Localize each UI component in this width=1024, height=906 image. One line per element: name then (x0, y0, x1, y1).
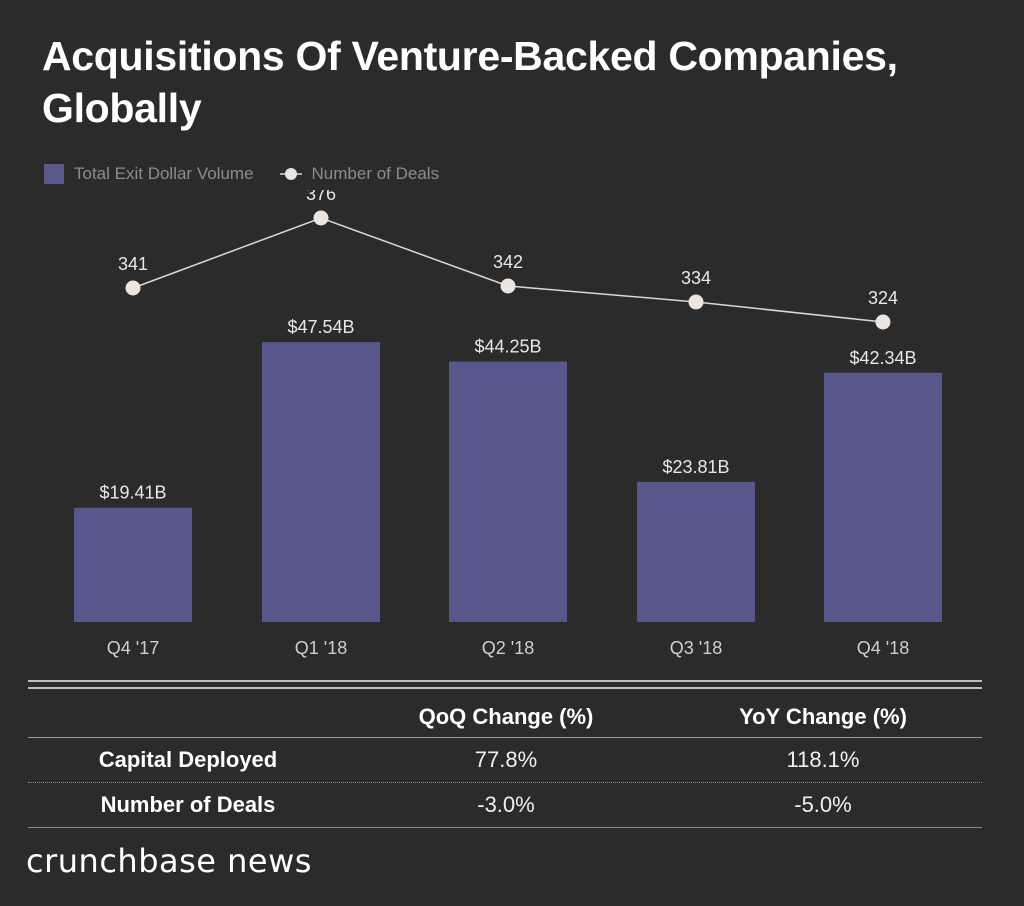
table-row: Capital Deployed 77.8% 118.1% (28, 738, 982, 783)
legend-line-label: Number of Deals (311, 164, 440, 183)
legend-item-deals: Number of Deals (279, 164, 440, 184)
deals-qoq-value: -3.0% (477, 792, 535, 817)
deals-value-label: 376 (306, 190, 336, 204)
x-tick-label: Q4 '18 (857, 638, 909, 658)
x-tick-label: Q1 '18 (295, 638, 347, 658)
bar-swatch-icon (44, 164, 64, 184)
legend-item-dollar-volume: Total Exit Dollar Volume (44, 164, 254, 184)
deals-yoy-value: -5.0% (794, 792, 852, 817)
legend: Total Exit Dollar Volume Number of Deals (44, 162, 465, 186)
brand-logo: crunchbase news (26, 842, 312, 880)
bar-4 (824, 372, 942, 622)
bar-1 (262, 342, 380, 622)
x-tick-label: Q3 '18 (670, 638, 722, 658)
deals-value-label: 334 (681, 268, 711, 288)
table-row: Number of Deals -3.0% -5.0% (28, 783, 982, 828)
deals-value-label: 342 (493, 252, 523, 272)
capital-qoq-value: 77.8% (474, 747, 538, 772)
deals-point (125, 280, 141, 296)
bar-2 (449, 361, 567, 622)
chart-title: Acquisitions Of Venture-Backed Companies… (42, 33, 898, 131)
bar-value-label: $23.81B (662, 457, 729, 477)
x-tick-label: Q4 '17 (107, 638, 159, 658)
divider-top (28, 680, 982, 682)
row-label-capital: Capital Deployed (98, 747, 278, 772)
bar-0 (74, 507, 192, 622)
legend-bar-label: Total Exit Dollar Volume (74, 164, 254, 183)
deals-point (875, 314, 891, 330)
deals-value-label: 341 (118, 254, 148, 274)
row-label-deals: Number of Deals (100, 792, 276, 817)
deals-value-label: 324 (868, 288, 898, 308)
change-table: QoQ Change (%) YoY Change (%) Capital De… (28, 697, 982, 828)
capital-yoy-value: 118.1% (786, 747, 860, 772)
table-header-qoq: QoQ Change (%) (418, 704, 594, 729)
bar-value-label: $19.41B (99, 483, 166, 503)
divider-bottom (28, 687, 982, 689)
combo-chart: $19.41B Q4 '17 $47.54B Q1 '18 $44.25B Q2 '18 $… (74, 190, 942, 658)
deals-point (313, 210, 329, 226)
deals-point (688, 294, 704, 310)
line-marker-icon (279, 168, 302, 180)
bar-value-label: $44.25B (474, 337, 541, 357)
deals-point (500, 278, 516, 294)
table-header-yoy: YoY Change (%) (739, 704, 907, 729)
bar-3 (637, 481, 755, 622)
bar-value-label: $42.34B (849, 348, 916, 368)
bar-value-label: $47.54B (287, 317, 354, 337)
table-header-row: QoQ Change (%) YoY Change (%) (28, 697, 982, 738)
x-tick-label: Q2 '18 (482, 638, 534, 658)
